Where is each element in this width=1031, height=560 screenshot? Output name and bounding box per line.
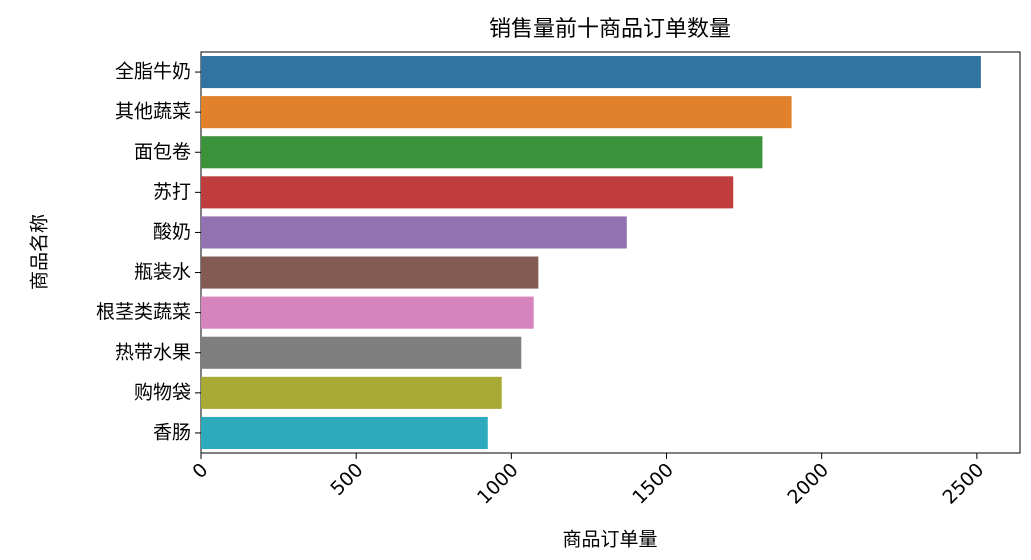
y-tick-label: 购物袋 (134, 381, 191, 403)
y-tick-label: 面包卷 (134, 141, 191, 163)
y-tick-label: 根茎类蔬菜 (96, 301, 191, 323)
x-tick-label: 0 (188, 459, 212, 483)
y-tick-label: 瓶装水 (134, 261, 191, 283)
bar (201, 56, 981, 89)
bar (201, 176, 734, 209)
bar (201, 136, 763, 169)
bar (201, 376, 502, 409)
y-tick-label: 香肠 (153, 421, 191, 443)
bar (201, 256, 539, 289)
y-tick-label: 热带水果 (115, 341, 191, 363)
bar (201, 296, 534, 329)
x-tick-label: 2000 (783, 459, 833, 509)
x-tick-label: 500 (326, 459, 367, 500)
y-tick-label: 其他蔬菜 (115, 101, 191, 123)
bar (201, 416, 488, 449)
bar (201, 96, 792, 129)
bar (201, 216, 627, 249)
y-tick-label: 苏打 (153, 181, 191, 203)
x-axis-label: 商品订单量 (562, 529, 657, 551)
x-tick-label: 1500 (628, 459, 678, 509)
bar (201, 336, 522, 369)
y-axis-label: 商品名称 (29, 214, 51, 290)
plot-frame (200, 51, 1021, 454)
chart-title: 销售量前十商品订单数量 (489, 17, 731, 42)
y-tick-label: 酸奶 (153, 221, 191, 243)
x-tick-label: 1000 (473, 459, 523, 509)
x-tick-label: 2500 (939, 459, 989, 509)
y-tick-label: 全脂牛奶 (115, 61, 191, 83)
